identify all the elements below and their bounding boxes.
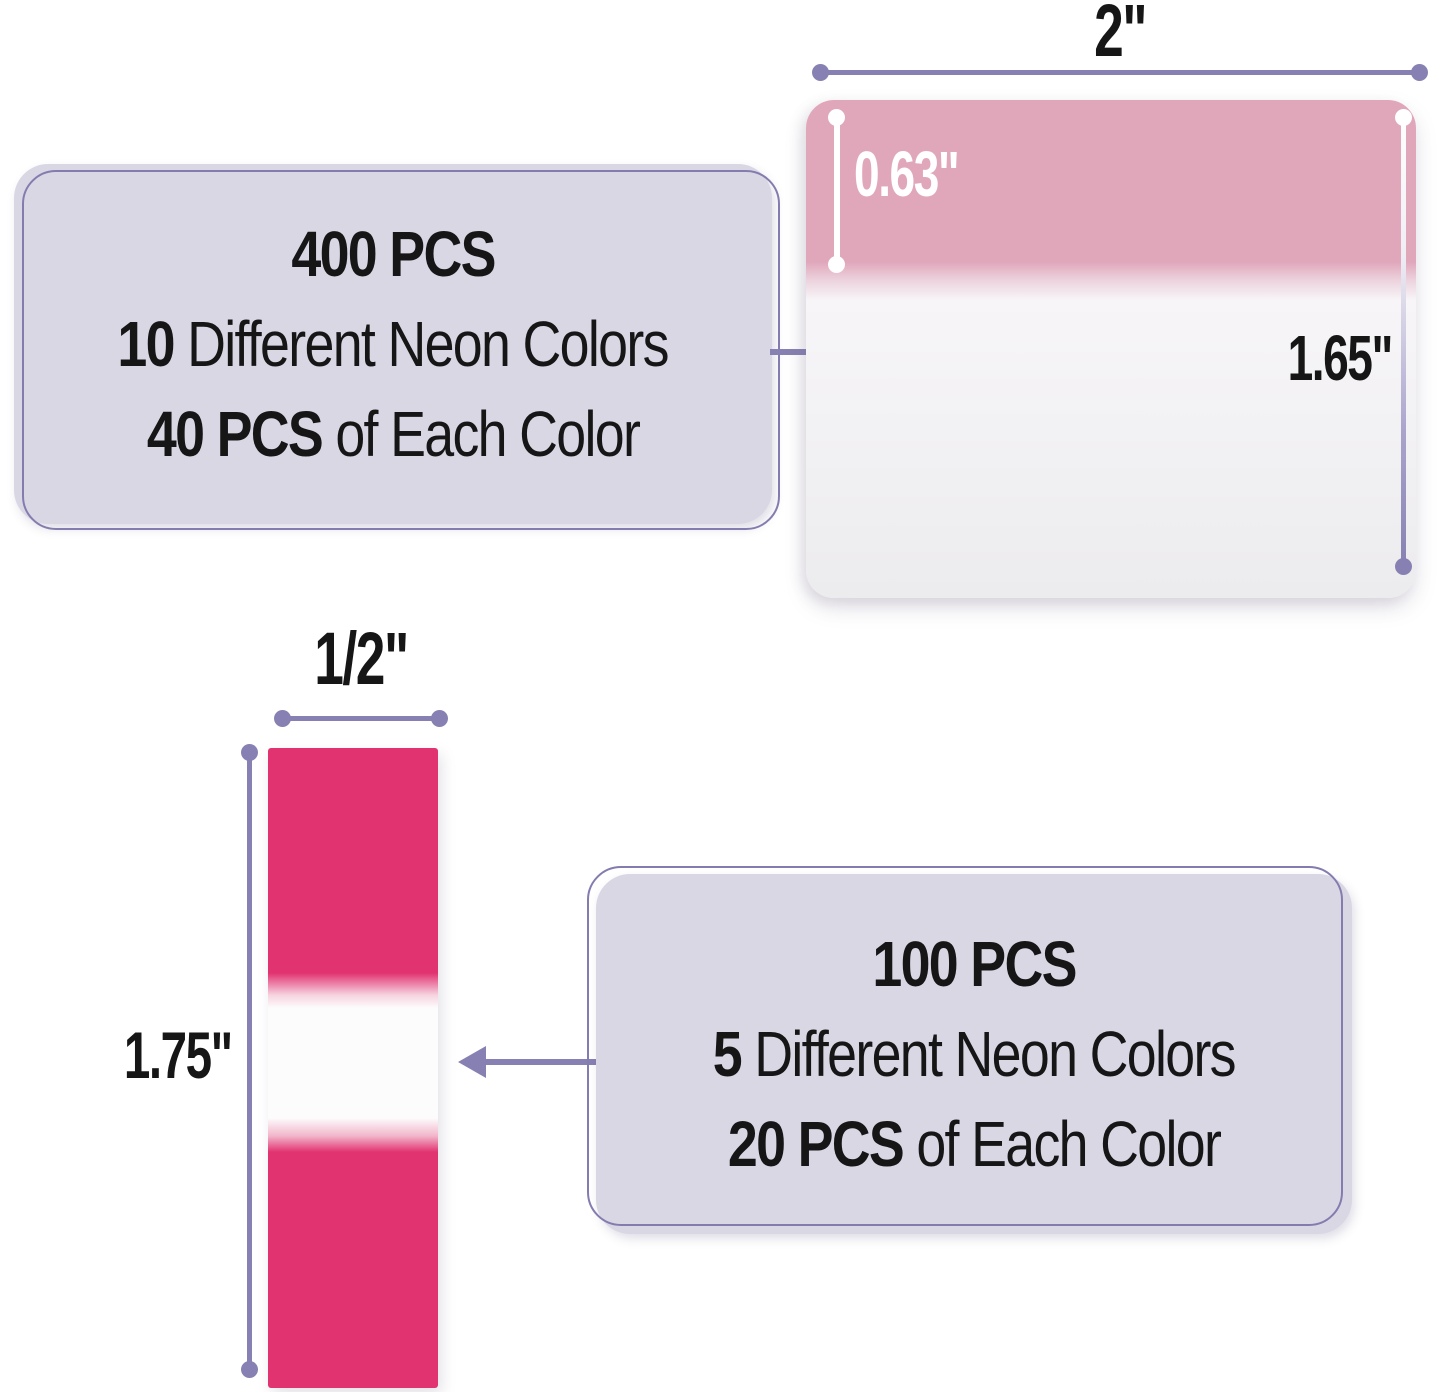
note-100-line2: 5 Different Neon Colors (663, 1022, 1285, 1086)
note-100-count: 100 PCS (872, 928, 1077, 1000)
large-tab-width-label: 2" (1020, 0, 1220, 68)
note-100-colors-rest: Different Neon Colors (741, 1018, 1236, 1090)
note-100-colors-text: 5 Different Neon Colors (713, 1022, 1237, 1086)
endpoint-dot (1411, 64, 1428, 81)
large-tab-height-label: 1.65" (1212, 322, 1394, 394)
note-100pcs-box: 100 PCS 5 Different Neon Colors 20 PCS o… (596, 874, 1352, 1234)
endpoint-dot (431, 710, 448, 727)
small-tab-height-value: 1.75" (124, 1018, 233, 1092)
large-tab-height-value: 1.65" (1287, 322, 1394, 394)
large-tab-header-height-label: 0.63" (854, 142, 999, 206)
note-100-each-text: 20 PCS of Each Color (728, 1112, 1222, 1176)
small-tab-width-dimension-line (274, 710, 448, 727)
endpoint-dot (274, 710, 291, 727)
large-tab-height-dimension-line (1395, 109, 1412, 575)
small-tab-height-dimension-line (241, 744, 258, 1378)
note-400-line3: 40 PCS of Each Color (100, 402, 686, 466)
endpoint-dot (812, 64, 829, 81)
note-400-line1: 400 PCS (272, 222, 514, 286)
note-100-line3: 20 PCS of Each Color (681, 1112, 1267, 1176)
small-tab-width-value: 1/2" (314, 617, 409, 700)
endpoint-dot (241, 744, 258, 761)
endpoint-dot (1395, 109, 1412, 126)
small-tab-width-label: 1/2" (282, 622, 440, 696)
note-100-line1: 100 PCS (853, 932, 1095, 996)
note-100-each-count: 20 PCS (727, 1108, 905, 1180)
note-100-colors-count: 5 (712, 1018, 743, 1090)
endpoint-dot (828, 256, 845, 273)
note-400-count: 400 PCS (291, 218, 496, 290)
small-tab-height-label: 1.75" (72, 1018, 233, 1092)
large-tab-width-value: 2" (1093, 0, 1147, 72)
note-400-colors-text: 10 Different Neon Colors (118, 312, 670, 376)
endpoint-dot (828, 109, 845, 126)
note-400-each-text: 40 PCS of Each Color (147, 402, 641, 466)
endpoint-dot (241, 1361, 258, 1378)
arrow-left-icon (458, 1046, 486, 1078)
note-100-each-rest: of Each Color (903, 1108, 1222, 1180)
endpoint-dot (1395, 558, 1412, 575)
arrow-to-small-tab-line (484, 1059, 596, 1065)
large-tab-graphic (806, 100, 1416, 598)
note-400-colors-count: 10 (117, 308, 176, 380)
note-400-each-count: 40 PCS (146, 398, 324, 470)
large-tab-header-height-value: 0.63" (854, 138, 960, 210)
note-400pcs-box: 400 PCS 10 Different Neon Colors 40 PCS … (14, 164, 772, 524)
note-400-colors-rest: Different Neon Colors (174, 308, 670, 380)
large-tab-width-dimension-line (812, 64, 1428, 81)
large-tab-header-dimension-line (828, 109, 845, 273)
small-tab-graphic (268, 748, 438, 1388)
note-400-line2: 10 Different Neon Colors (65, 312, 720, 376)
note-400-each-rest: of Each Color (322, 398, 641, 470)
